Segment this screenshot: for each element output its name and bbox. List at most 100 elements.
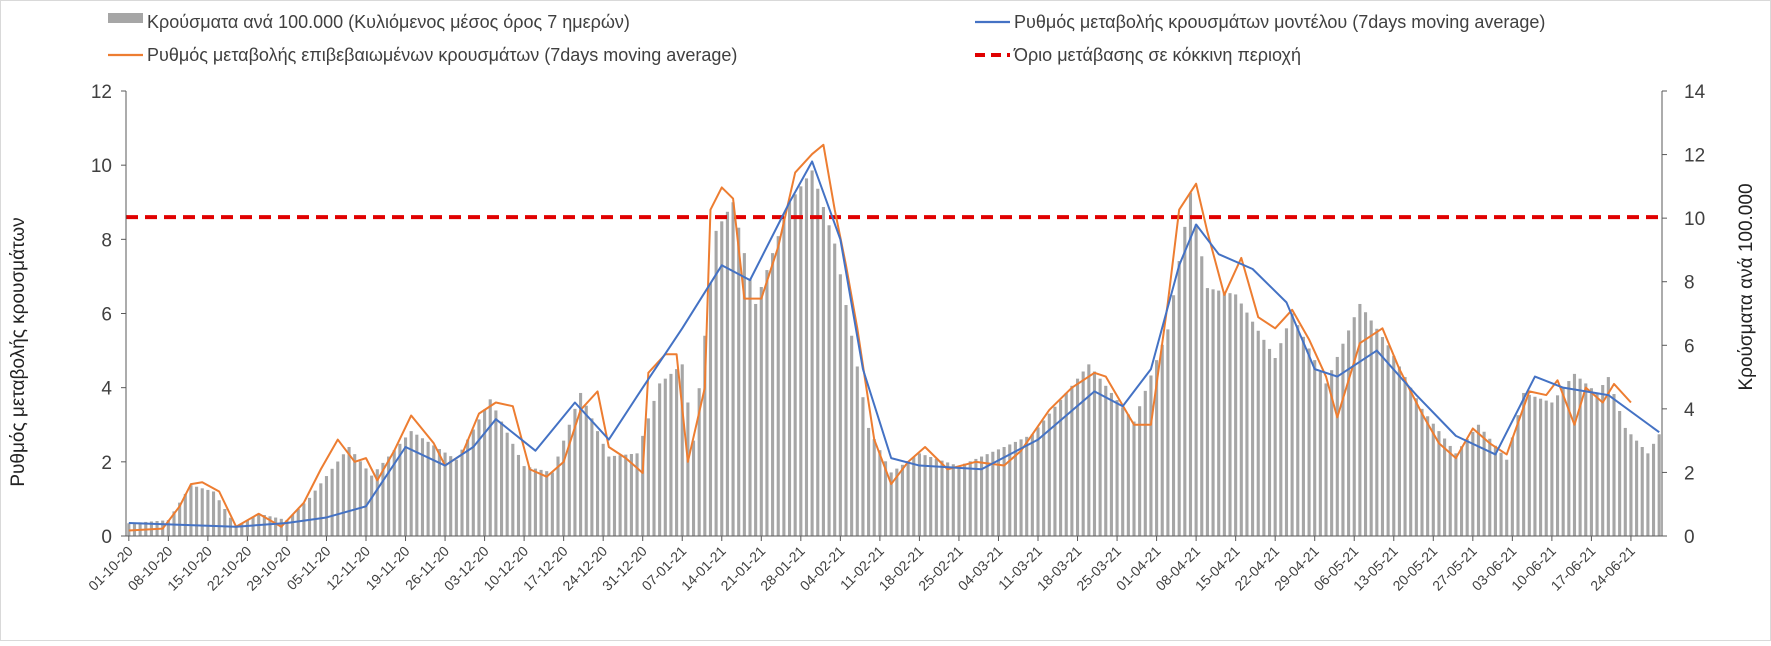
bar bbox=[398, 443, 402, 536]
bar bbox=[748, 278, 752, 536]
bar bbox=[1138, 406, 1142, 536]
bar bbox=[217, 500, 221, 536]
y-axis-right-title: Κρούσματα ανά 100.000 bbox=[1736, 183, 1757, 390]
y-left-tick-label: 12 bbox=[91, 82, 112, 103]
bar bbox=[895, 468, 899, 536]
bar bbox=[855, 366, 859, 536]
bar bbox=[1510, 437, 1514, 536]
bar bbox=[624, 454, 628, 536]
legend-bar-swatch bbox=[108, 13, 143, 23]
bar bbox=[618, 455, 622, 536]
bar bbox=[1217, 290, 1221, 536]
bar bbox=[370, 475, 374, 536]
bar bbox=[675, 369, 679, 537]
bar bbox=[200, 488, 204, 536]
bar bbox=[833, 243, 837, 536]
bar bbox=[1465, 439, 1469, 536]
bar bbox=[1030, 434, 1034, 536]
bar bbox=[291, 514, 295, 536]
bar bbox=[1126, 414, 1130, 536]
bar bbox=[1516, 415, 1520, 536]
bar bbox=[1228, 293, 1232, 536]
bar bbox=[590, 418, 594, 536]
bar bbox=[240, 523, 244, 536]
bar bbox=[454, 459, 458, 536]
bar bbox=[612, 455, 617, 536]
bar bbox=[658, 383, 662, 536]
bar bbox=[1121, 407, 1125, 536]
bar bbox=[1019, 439, 1023, 536]
bar bbox=[883, 461, 888, 536]
bar bbox=[1505, 459, 1509, 536]
bar bbox=[573, 408, 577, 536]
bar bbox=[285, 520, 289, 536]
bar bbox=[245, 520, 249, 536]
bar bbox=[737, 227, 741, 536]
bar bbox=[528, 467, 532, 536]
y-right-tick-label: 2 bbox=[1684, 463, 1695, 484]
bar bbox=[1155, 360, 1159, 536]
bar bbox=[714, 230, 718, 537]
bar bbox=[426, 441, 430, 536]
bar bbox=[1104, 385, 1108, 536]
bar bbox=[579, 392, 583, 536]
y-right-tick-label: 6 bbox=[1684, 336, 1695, 357]
bar bbox=[652, 400, 656, 536]
bar bbox=[1567, 381, 1571, 536]
y-right-tick-label: 10 bbox=[1684, 209, 1705, 230]
bar bbox=[499, 421, 504, 536]
bar bbox=[979, 456, 984, 536]
bar bbox=[850, 335, 854, 536]
bar bbox=[1251, 321, 1255, 536]
bar bbox=[951, 464, 955, 536]
bar bbox=[957, 466, 961, 536]
bar bbox=[567, 424, 571, 536]
bar bbox=[1143, 390, 1147, 536]
bar bbox=[1256, 330, 1260, 536]
bar bbox=[595, 431, 600, 536]
bar bbox=[776, 236, 780, 536]
bar bbox=[1459, 446, 1464, 536]
bar bbox=[1420, 408, 1424, 536]
bar bbox=[1409, 387, 1413, 536]
bar bbox=[867, 427, 871, 536]
bar bbox=[1284, 328, 1289, 536]
bar bbox=[189, 485, 193, 536]
bar bbox=[804, 178, 809, 536]
bar bbox=[1651, 443, 1656, 536]
bar bbox=[872, 439, 876, 536]
bar bbox=[1188, 192, 1193, 536]
bar bbox=[1290, 313, 1294, 536]
y-right-tick-label: 0 bbox=[1684, 527, 1695, 548]
bar bbox=[1132, 421, 1136, 536]
bar bbox=[341, 454, 345, 536]
bar bbox=[1149, 375, 1153, 536]
bar bbox=[1160, 344, 1164, 536]
bar bbox=[319, 483, 323, 536]
bar bbox=[449, 456, 453, 536]
legend-model-label: Ρυθμός μεταβολής κρουσμάτων μοντέλου (7d… bbox=[1014, 12, 1545, 32]
bar bbox=[471, 429, 475, 536]
bar bbox=[1318, 371, 1322, 536]
bar bbox=[1296, 325, 1300, 536]
bar bbox=[1612, 394, 1616, 536]
bar bbox=[1025, 436, 1029, 536]
bar bbox=[274, 517, 278, 536]
bar bbox=[1313, 360, 1317, 536]
bar bbox=[900, 464, 905, 536]
bar bbox=[483, 409, 487, 536]
bar bbox=[861, 397, 865, 536]
bar bbox=[1047, 413, 1051, 537]
bar bbox=[641, 435, 645, 537]
bar bbox=[720, 221, 724, 536]
bar bbox=[1392, 355, 1396, 536]
bar bbox=[1053, 406, 1057, 536]
bar bbox=[731, 202, 735, 536]
bar bbox=[1234, 294, 1238, 536]
bar bbox=[443, 452, 447, 536]
bar bbox=[1375, 328, 1379, 536]
bar bbox=[708, 283, 713, 536]
bar bbox=[1002, 447, 1006, 536]
bar bbox=[923, 455, 927, 536]
bar bbox=[1307, 348, 1311, 536]
